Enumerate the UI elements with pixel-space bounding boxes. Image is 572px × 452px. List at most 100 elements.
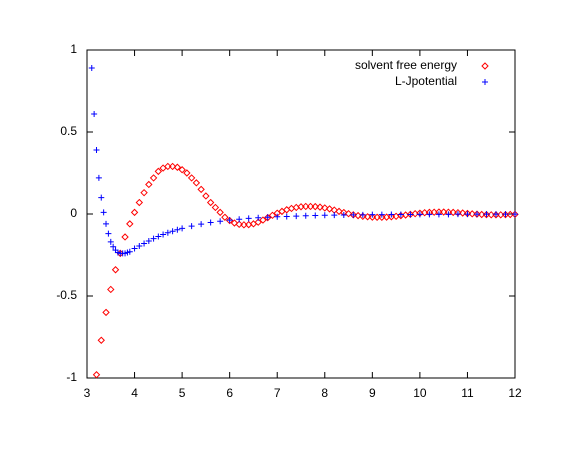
point: [416, 211, 423, 218]
point: [126, 220, 134, 228]
point: [211, 203, 220, 212]
point: [350, 211, 357, 218]
point: [293, 213, 300, 220]
point: [103, 220, 110, 227]
point: [111, 266, 120, 274]
point: [92, 371, 101, 379]
point: [331, 212, 338, 219]
point: [98, 194, 105, 201]
point: [340, 211, 347, 218]
point: [344, 209, 353, 218]
point: [492, 211, 499, 218]
point: [164, 162, 172, 171]
point: [217, 218, 224, 225]
point: [321, 212, 328, 219]
point: [160, 231, 167, 238]
point: [97, 336, 105, 344]
point: [110, 243, 117, 250]
x-tick-label: 5: [179, 386, 186, 400]
point: [373, 213, 381, 221]
point: [512, 211, 518, 218]
point: [439, 208, 448, 216]
point: [187, 174, 196, 182]
point: [468, 210, 476, 218]
point: [359, 211, 366, 218]
legend-label: solvent free energy: [355, 58, 457, 72]
point: [368, 213, 377, 221]
x-tick-label: 9: [369, 386, 376, 400]
point: [179, 225, 186, 232]
point: [259, 216, 267, 224]
point: [363, 213, 372, 221]
x-tick-label: 11: [461, 386, 474, 400]
point: [311, 202, 319, 211]
point: [407, 211, 414, 218]
x-tick-label: 3: [84, 386, 91, 400]
point: [197, 185, 205, 194]
point: [121, 233, 129, 241]
point: [168, 162, 177, 171]
point: [226, 217, 233, 224]
x-tick-label: 7: [274, 386, 281, 400]
point: [126, 248, 133, 255]
point: [145, 180, 153, 189]
y-tick-label: 0.5: [60, 124, 77, 138]
point: [335, 207, 343, 216]
point: [511, 210, 519, 219]
point: [378, 211, 385, 218]
point: [316, 203, 324, 211]
point: [502, 211, 509, 218]
y-tick-label: 0: [70, 206, 77, 220]
point: [88, 65, 95, 72]
point: [130, 208, 139, 217]
x-tick-label: 6: [226, 386, 233, 400]
point: [221, 213, 229, 221]
point: [321, 204, 329, 212]
point: [274, 213, 281, 220]
point: [426, 211, 433, 218]
x-tick-label: 4: [131, 386, 138, 400]
point: [192, 179, 201, 187]
point: [230, 219, 239, 227]
point: [173, 163, 182, 171]
legend-marker: [482, 79, 488, 85]
point: [255, 214, 262, 221]
point: [91, 110, 98, 117]
point: [93, 147, 100, 154]
point: [131, 245, 138, 252]
point: [325, 205, 334, 213]
point: [107, 238, 114, 245]
point: [102, 308, 110, 317]
point: [264, 214, 271, 221]
point: [178, 166, 186, 174]
point: [454, 211, 461, 218]
point: [107, 285, 115, 294]
point: [216, 208, 224, 217]
point: [164, 229, 171, 236]
point: [154, 167, 163, 176]
point: [312, 212, 319, 219]
point: [206, 198, 215, 207]
point: [225, 216, 234, 225]
point: [302, 202, 310, 211]
point: [155, 233, 162, 240]
point: [435, 211, 442, 218]
point: [236, 216, 243, 223]
point: [264, 213, 272, 222]
point: [458, 209, 467, 217]
point: [235, 220, 243, 229]
point: [268, 211, 277, 220]
point: [388, 211, 395, 218]
point: [473, 211, 480, 218]
point: [169, 228, 176, 235]
point: [136, 242, 143, 249]
point: [207, 219, 214, 226]
point: [202, 192, 210, 200]
point: [198, 221, 205, 228]
point: [306, 202, 315, 211]
point: [478, 210, 486, 219]
point: [141, 240, 148, 247]
point: [183, 169, 191, 177]
legend-marker: [481, 62, 489, 70]
point: [369, 211, 376, 218]
